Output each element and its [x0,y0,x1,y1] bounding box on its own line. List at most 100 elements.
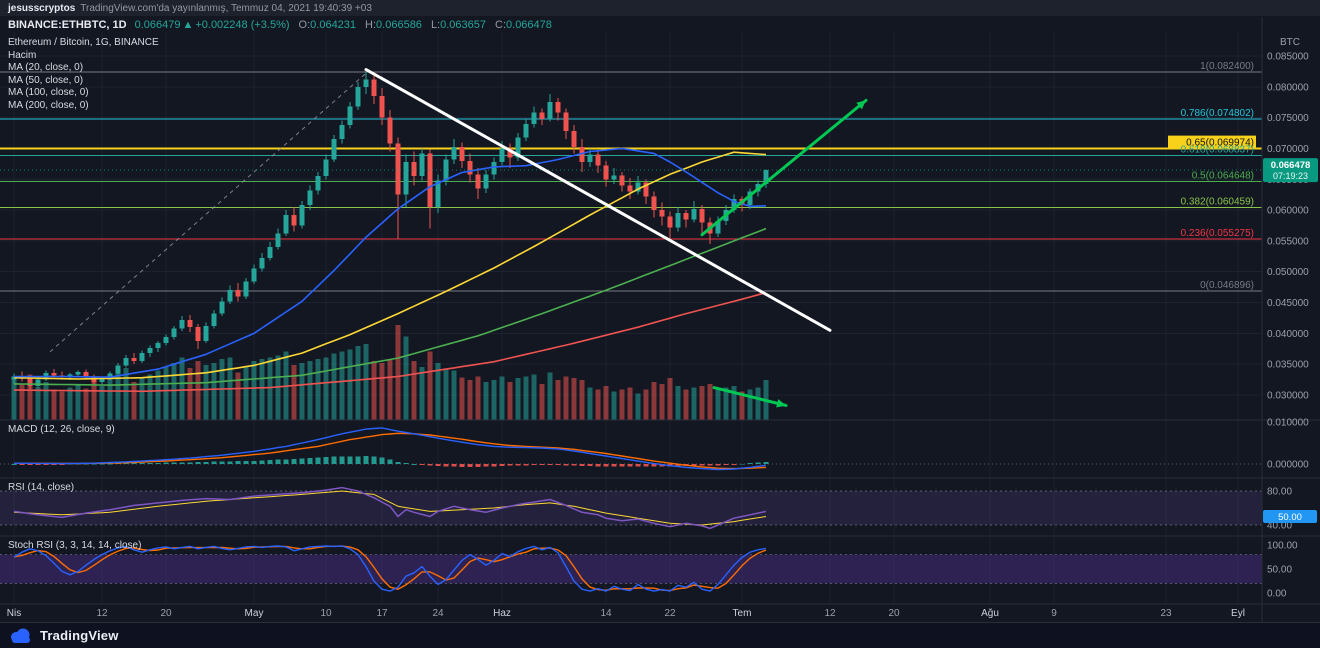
legend-ma200[interactable]: MA (200, close, 0) [8,99,89,111]
macd-axis-label: 0.000000 [1267,460,1309,471]
macd-histogram-bar [643,464,649,467]
price-change: +0.002248 (+3.5%) [195,19,290,31]
volume-bar [131,382,137,420]
tradingview-cloud-icon [11,628,30,643]
macd-histogram-bar [331,456,337,464]
time-axis-label: 10 [320,608,332,619]
legend-volume[interactable]: Hacim [8,49,37,61]
macd-histogram-bar [275,459,281,464]
volume-bar [171,363,177,420]
rsi-axis-label: 40.00 [1267,521,1292,532]
time-axis-label: 22 [664,608,676,619]
volume-bar [643,389,649,420]
fib-level-label: 0.618(0.068837) [1181,145,1254,156]
macd-histogram-bar [475,464,481,467]
time-axis-label: Ağu [981,608,999,619]
time-axis-label: Haz [493,608,511,619]
macd-histogram-bar [403,462,409,464]
candle [171,328,177,338]
volume-bar [667,378,673,420]
macd-histogram-bar [451,464,457,467]
volume-bar [179,357,185,420]
tradingview-logo-text[interactable]: TradingView [40,628,119,643]
candle [251,268,257,282]
candle [659,210,665,217]
macd-histogram-bar [395,461,401,464]
symbol-title[interactable]: BINANCE:ETHBTC, 1D [8,19,127,31]
candle [611,175,617,180]
stoch-axis-label: 50.00 [1267,565,1292,576]
candle [571,131,577,148]
low-label: L: [430,19,441,31]
candle [355,86,361,107]
candle [419,153,425,177]
price-axis-label: 0.075000 [1267,113,1309,124]
legend-ma50[interactable]: MA (50, close, 0) [8,74,84,86]
volume-bar [635,393,641,420]
candle [683,213,689,220]
volume-bar [451,370,457,420]
volume-bar [267,357,273,420]
candle [75,372,81,375]
volume-bar [427,351,433,420]
rsi-pane-label[interactable]: RSI (14, close) [8,482,75,493]
author-name[interactable]: jesusscryptos [8,3,76,14]
macd-histogram-bar [115,463,121,465]
candle [467,160,473,175]
time-axis-label: Eyl [1231,608,1245,619]
time-axis-label: May [245,608,264,619]
fib-level-label: 0.786(0.074802) [1181,108,1254,119]
macd-histogram-bar [379,457,385,464]
candle [219,301,225,314]
volume-bar [395,325,401,420]
macd-histogram-bar [147,462,153,464]
candle [187,319,193,328]
attribution-text: TradingView.com'da yayınlanmış, Temmuz 0… [80,3,372,14]
volume-bar [147,374,153,420]
time-axis-label: 20 [888,608,900,619]
legend-ma20[interactable]: MA (20, close, 0) [8,62,84,74]
candle [651,196,657,211]
macd-histogram-bar [251,460,257,464]
ma-50-line [13,151,767,380]
fib-level-label: 1(0.082400) [1200,61,1254,72]
price-axis-label: 0.035000 [1267,360,1309,371]
legend-ma100[interactable]: MA (100, close, 0) [8,87,89,99]
volume-bar [723,387,729,420]
volume-bar [739,391,745,420]
volume-bar [299,363,305,420]
macd-histogram-bar [531,464,537,466]
time-axis-label: 23 [1160,608,1172,619]
volume-bar [363,344,369,420]
volume-bar [651,382,657,420]
volume-bar [659,383,665,420]
macd-histogram-bar [691,464,697,466]
volume-arrow-head [776,399,786,408]
macd-histogram-bar [563,464,569,466]
legend-symbol[interactable]: Ethereum / Bitcoin, 1G, BINANCE [8,37,159,48]
last-price-badge [1263,158,1318,183]
symbol-ohlc-header: BINANCE:ETHBTC, 1D 0.066479 ▲ +0.002248 (+3… [8,18,554,32]
time-axis-label: 17 [376,608,388,619]
macd-histogram-bar [339,456,345,464]
candle [203,325,209,341]
candle [507,148,513,158]
volume-bar [139,378,145,420]
macd-histogram-bar [747,463,753,464]
high-label: H: [365,19,377,31]
candle [347,106,353,126]
candle [395,143,401,195]
candle [123,358,129,366]
macd-histogram-bar [139,463,145,464]
time-axis-label: 9 [1051,608,1057,619]
candle [155,343,161,349]
macd-histogram-bar [83,463,89,465]
stoch-pane-label[interactable]: Stoch RSI (3, 3, 14, 14, close) [8,540,142,551]
close-label: C: [495,19,507,31]
rsi-value-badge [1263,510,1317,523]
open-label: O: [298,19,311,31]
macd-pane-label[interactable]: MACD (12, 26, close, 9) [8,424,115,435]
time-axis-label: 12 [824,608,836,619]
price-axis-label: 0.055000 [1267,236,1309,247]
